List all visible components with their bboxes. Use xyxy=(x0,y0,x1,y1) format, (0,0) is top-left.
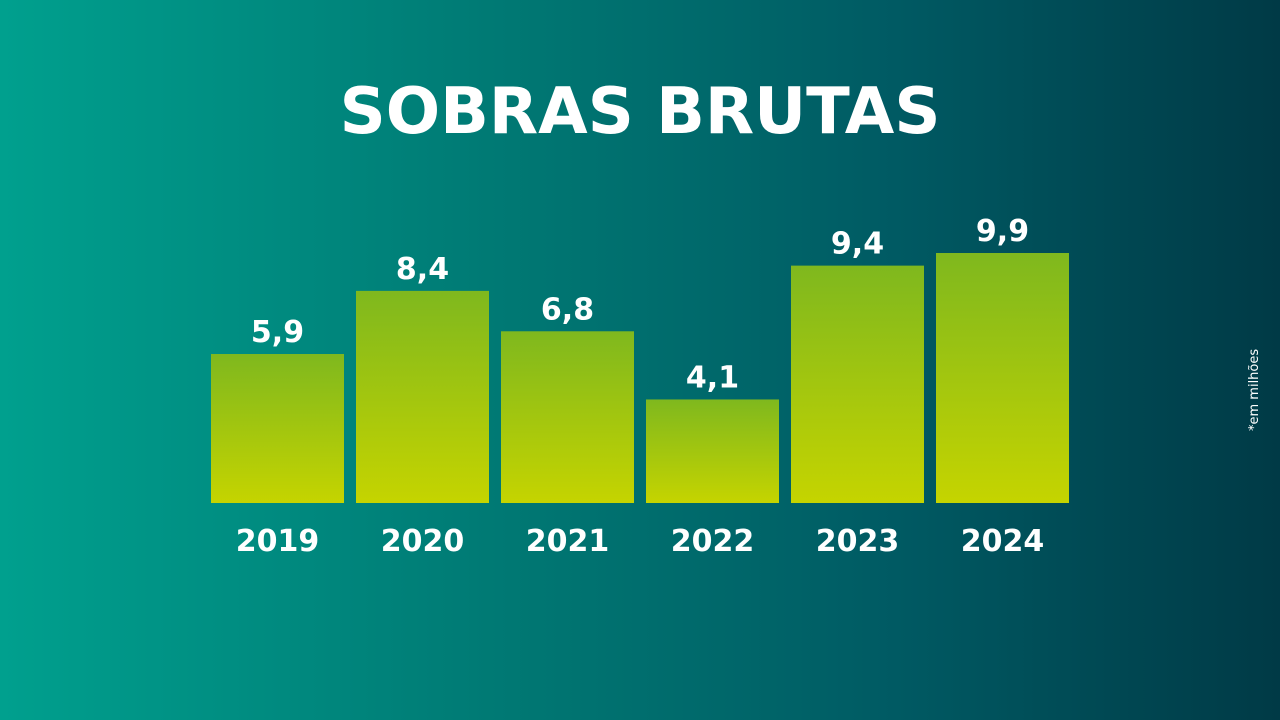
category-label-2021: 2021 xyxy=(526,524,610,559)
category-label-2020: 2020 xyxy=(381,524,465,559)
bars-group xyxy=(211,253,1069,503)
bar-2021 xyxy=(501,331,634,503)
units-note: *em milhões xyxy=(1247,348,1262,432)
bar-2023 xyxy=(791,265,924,503)
category-label-2023: 2023 xyxy=(816,524,900,559)
value-label-2021: 6,8 xyxy=(541,292,594,327)
category-labels-group: 2019 2020 2021 2022 2023 2024 xyxy=(236,524,1045,559)
bar-2022 xyxy=(646,399,779,503)
category-label-2024: 2024 xyxy=(961,524,1045,559)
value-label-2023: 9,4 xyxy=(831,227,884,262)
value-label-2020: 8,4 xyxy=(396,252,449,287)
value-label-2022: 4,1 xyxy=(686,360,739,395)
category-label-2022: 2022 xyxy=(671,524,755,559)
value-labels-group: 5,9 8,4 6,8 4,1 9,4 9,9 xyxy=(251,214,1029,395)
bar-2020 xyxy=(356,290,489,503)
page-title: SOBRAS BRUTAS xyxy=(339,75,941,149)
bar-2024 xyxy=(936,253,1069,503)
bar-2019 xyxy=(211,354,344,503)
value-label-2019: 5,9 xyxy=(251,315,304,350)
category-label-2019: 2019 xyxy=(236,524,320,559)
value-label-2024: 9,9 xyxy=(976,214,1029,249)
